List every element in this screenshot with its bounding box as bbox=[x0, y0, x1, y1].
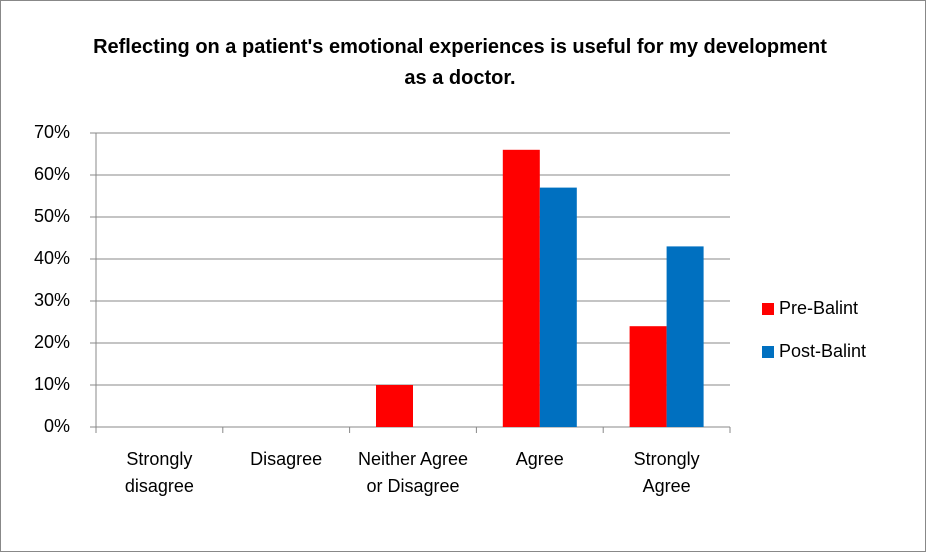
bar bbox=[629, 326, 667, 427]
legend-swatch bbox=[762, 346, 774, 358]
y-tick-label: 30% bbox=[34, 290, 70, 310]
bar bbox=[666, 246, 704, 427]
legend-label: Post-Balint bbox=[779, 341, 866, 361]
y-tick-label: 20% bbox=[34, 332, 70, 352]
legend-label: Pre-Balint bbox=[779, 298, 858, 318]
bar bbox=[502, 149, 540, 428]
chart-title: Reflecting on a patient's emotional expe… bbox=[93, 36, 827, 89]
y-tick-label: 40% bbox=[34, 248, 70, 268]
y-tick-label: 60% bbox=[34, 164, 70, 184]
x-tick-label: Strongly Agree bbox=[633, 449, 700, 496]
x-tick-label: Strongly disagree bbox=[124, 449, 194, 496]
x-tick-label: Neither Agree or Disagree bbox=[357, 449, 469, 496]
x-tick-label: Agree bbox=[515, 449, 564, 469]
y-tick-label: 0% bbox=[44, 416, 70, 436]
legend-swatch bbox=[762, 303, 774, 315]
x-tick-label: Disagree bbox=[250, 449, 323, 469]
y-tick-label: 70% bbox=[34, 122, 70, 142]
bar bbox=[376, 385, 413, 427]
y-tick-label: 10% bbox=[34, 374, 70, 394]
y-tick-label: 50% bbox=[34, 206, 70, 226]
bar bbox=[539, 187, 577, 427]
